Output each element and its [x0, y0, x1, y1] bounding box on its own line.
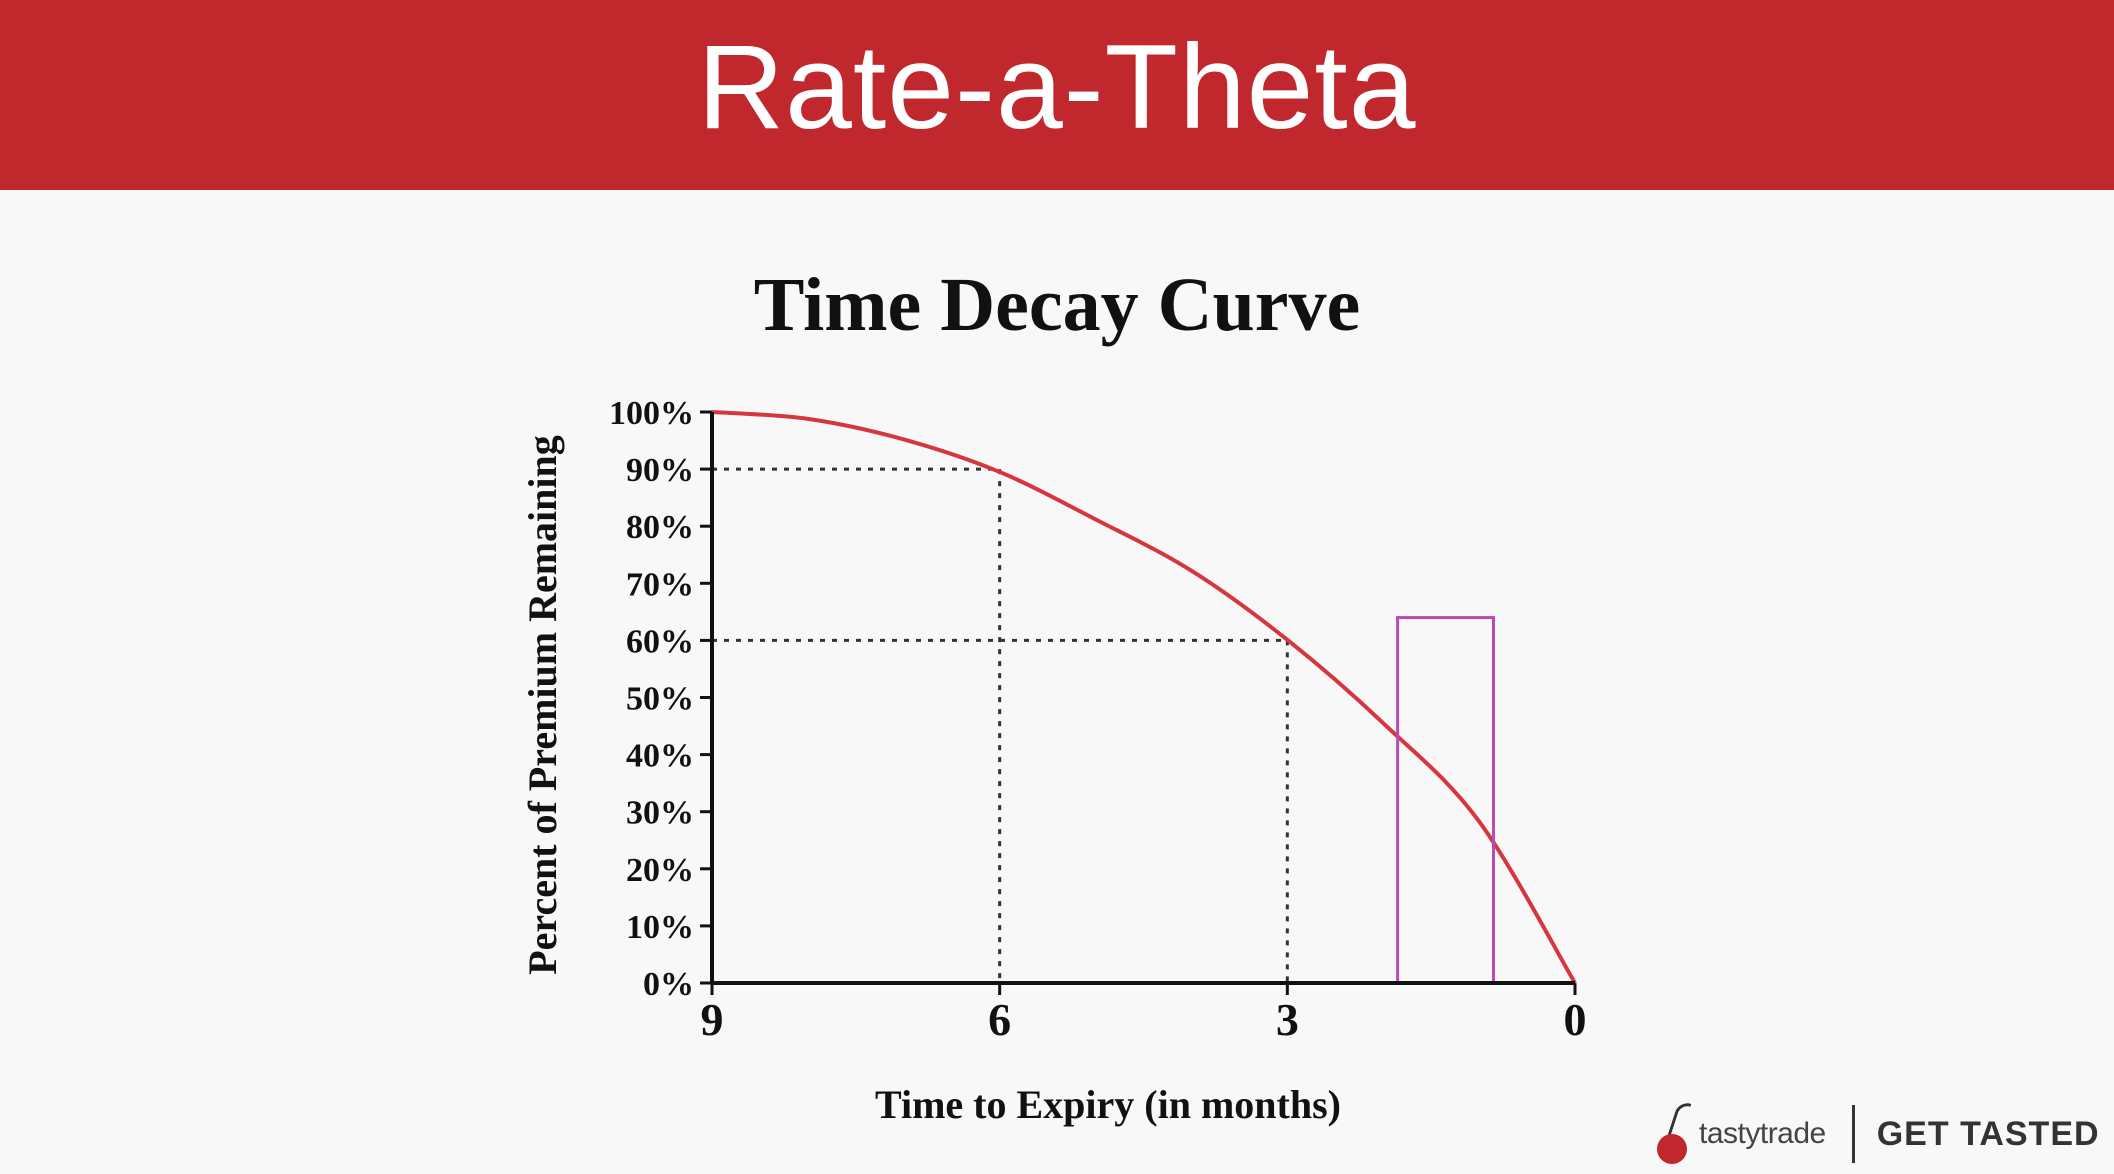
y-tick-label: 80% — [626, 509, 694, 546]
title-banner: Rate-a-Theta — [0, 0, 2114, 190]
decay-curve — [711, 410, 1577, 985]
y-tick-label: 10% — [626, 909, 694, 946]
y-tick-label: 50% — [626, 681, 694, 718]
y-tick-label: 20% — [626, 852, 694, 889]
y-tick-label: 90% — [626, 452, 694, 489]
y-tick-label: 100% — [609, 395, 694, 432]
y-tick-label: 0% — [643, 966, 694, 1003]
y-axis-label: Percent of Premium Remaining — [520, 435, 565, 975]
footer-logos: tastytrade GET TASTED — [1655, 1098, 2100, 1170]
y-tick-label: 30% — [626, 795, 694, 832]
chart-title: Time Decay Curve — [753, 263, 1361, 347]
x-tick-label: 0 — [1564, 994, 1587, 1045]
y-tick-label: 60% — [626, 623, 694, 660]
cherry-icon — [1655, 1099, 1695, 1166]
x-tick-label: 6 — [988, 994, 1011, 1045]
logo-divider — [1851, 1105, 1855, 1163]
y-tick-label: 40% — [626, 738, 694, 775]
y-tick-label: 70% — [626, 566, 694, 603]
reference-lines — [712, 467, 1289, 983]
slide-title: Rate-a-Theta — [697, 20, 1417, 154]
brand-tagline: GET TASTED — [1876, 1114, 2100, 1153]
highlight-box — [1396, 616, 1495, 985]
x-tick-label: 3 — [1276, 994, 1299, 1045]
x-tick-label: 9 — [701, 994, 724, 1045]
x-axis-label: Time to Expiry (in months) — [875, 1082, 1341, 1127]
brand-name: tastytrade — [1699, 1117, 1826, 1150]
